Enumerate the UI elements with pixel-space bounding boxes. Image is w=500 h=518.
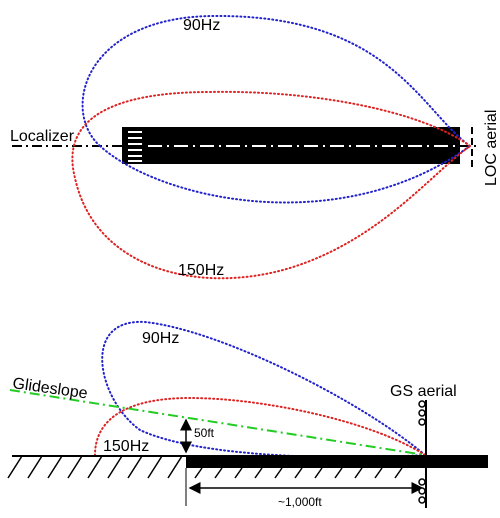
localizer-label: Localizer	[10, 128, 75, 145]
height-label: 50ft	[194, 426, 215, 440]
gs-aerial	[418, 400, 427, 508]
localizer-150hz-label: 150Hz	[178, 262, 224, 279]
glideslope-90hz-label: 90Hz	[142, 330, 179, 347]
glideslope-section: Glideslope 90Hz 150Hz GS aerial 50ft ~1,…	[7, 320, 488, 509]
gs-aerial-label: GS aerial	[390, 383, 457, 400]
threshold-markings	[128, 131, 142, 162]
localizer-section: Localizer 90Hz 150Hz LOC aerial	[10, 14, 500, 280]
localizer-90hz-label: 90Hz	[183, 17, 220, 34]
localizer-lobe-90hz-return	[99, 145, 471, 204]
glideslope-label: Glideslope	[11, 375, 88, 402]
distance-label: ~1,000ft	[278, 495, 322, 509]
ground-hatching	[7, 455, 403, 479]
loc-aerial-label: LOC aerial	[483, 110, 500, 186]
runway-side	[186, 456, 488, 468]
glideslope-150hz-label: 150Hz	[103, 438, 149, 455]
localizer-lobe-150hz	[71, 90, 471, 280]
glideslope-lobe-150hz	[94, 396, 426, 456]
localizer-lobe-90hz	[81, 14, 471, 147]
